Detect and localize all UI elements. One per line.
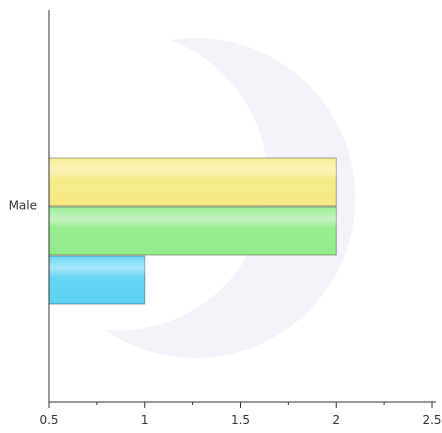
x-tick-label: 1.5 <box>231 413 250 427</box>
x-tick-label: 2 <box>332 413 340 427</box>
x-tick-label: 1 <box>141 413 149 427</box>
x-tick-label: 2.5 <box>422 413 441 427</box>
bar-gloss <box>49 256 145 304</box>
bar-gloss <box>49 158 337 206</box>
bar-series-2[interactable] <box>48 206 337 256</box>
category-label: Male <box>9 199 37 213</box>
bar-series-1[interactable] <box>48 157 337 207</box>
x-tick-label: 0.5 <box>39 413 58 427</box>
bar-series-3[interactable] <box>48 255 146 305</box>
watermark-moon-shape <box>105 37 356 358</box>
bar-gloss <box>49 207 337 255</box>
